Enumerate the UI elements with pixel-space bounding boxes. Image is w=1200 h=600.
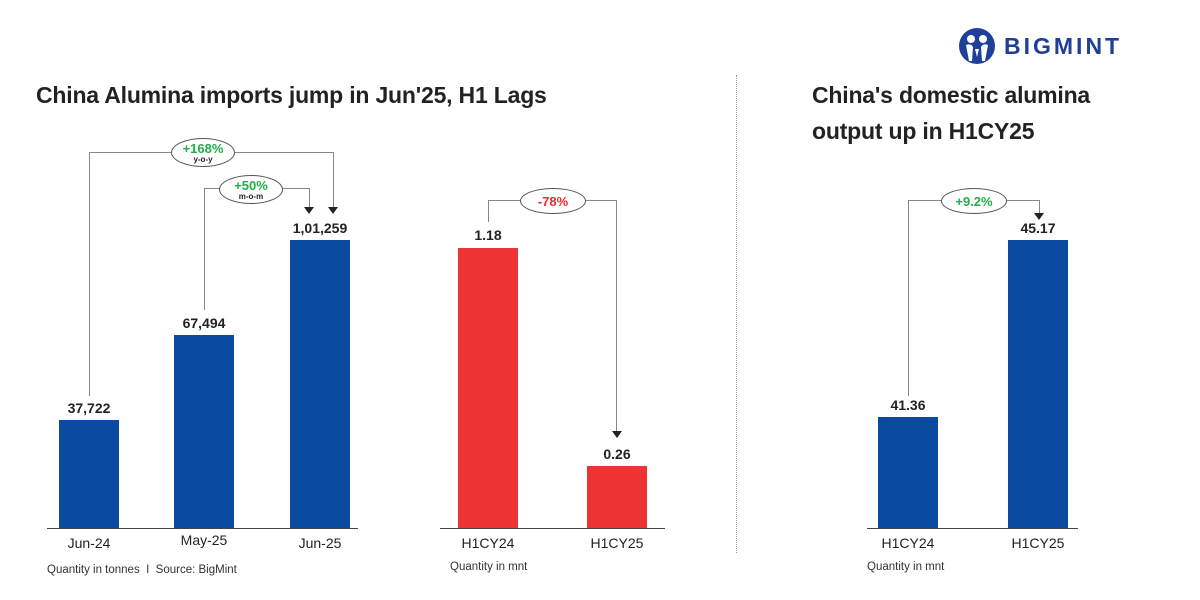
right-chart-title: China's domestic alumina output up in H1… (812, 78, 1090, 148)
bigmint-logo-icon (959, 28, 995, 64)
value-h1cy24-output: 41.36 (890, 397, 926, 413)
mom-connector-stem (204, 206, 205, 310)
half-year-unit-note: Quantity in mnt (450, 561, 528, 573)
bar-jun-24[interactable] (59, 420, 119, 528)
h1-import-change-badge: -78% (520, 188, 586, 214)
value-h1cy25-imports: 0.26 (603, 446, 631, 462)
brand-name: BIGMINT (1004, 32, 1123, 59)
bar-h1cy24-imports[interactable] (458, 248, 518, 528)
panel-divider (736, 75, 737, 553)
x-axis-line (440, 528, 665, 529)
bar-may-25[interactable] (174, 335, 234, 528)
output-unit-note: Quantity in mnt (867, 561, 945, 573)
h1-import-arrow-icon (612, 431, 622, 438)
bar-jun-25[interactable] (290, 240, 350, 528)
yoy-badge: +168% y-o-y (171, 138, 235, 167)
yoy-arrow-icon (328, 207, 338, 214)
label-jun-25: Jun-25 (298, 535, 342, 551)
h1-import-change-pct: -78% (537, 193, 569, 209)
yoy-connector-stem (89, 206, 90, 396)
mom-label: m-o-m (238, 191, 264, 201)
bar-h1cy25-imports[interactable] (587, 466, 647, 528)
left-chart-title: China Alumina imports jump in Jun'25, H1… (36, 82, 547, 108)
mom-arrow-icon (304, 207, 314, 214)
label-jun-24: Jun-24 (67, 535, 111, 551)
output-arrow-icon (1034, 213, 1044, 220)
monthly-unit-source-note: Quantity in tonnes I Source: BigMint (47, 564, 237, 576)
value-may-25: 67,494 (182, 315, 226, 331)
value-jun-24: 37,722 (67, 400, 111, 416)
output-change-pct: +9.2% (955, 193, 993, 209)
brand-logo: BIGMINT (958, 27, 1122, 65)
label-h1cy25-imports: H1CY25 (590, 535, 644, 551)
value-h1cy24-imports: 1.18 (474, 227, 502, 243)
value-h1cy25-output: 45.17 (1020, 220, 1056, 236)
h1-import-connector-left (488, 200, 489, 222)
right-title-line-2: output up in H1CY25 (812, 118, 1035, 144)
yoy-pct: +168% (182, 140, 224, 156)
bar-h1cy25-output[interactable] (1008, 240, 1068, 528)
x-axis-line (47, 528, 358, 529)
label-h1cy24-imports: H1CY24 (461, 535, 515, 551)
bar-h1cy24-output[interactable] (878, 417, 938, 528)
right-title-line-1: China's domestic alumina (812, 82, 1091, 108)
yoy-label: y-o-y (193, 154, 213, 164)
label-h1cy24-output: H1CY24 (881, 535, 935, 551)
label-h1cy25-output: H1CY25 (1011, 535, 1065, 551)
label-may-25: May-25 (180, 532, 228, 548)
value-jun-25: 1,01,259 (292, 220, 348, 236)
output-connector-stem (908, 212, 909, 396)
output-change-badge: +9.2% (941, 188, 1007, 214)
mom-pct: +50% (234, 177, 268, 193)
mom-badge: +50% m-o-m (219, 175, 283, 204)
x-axis-line (867, 528, 1078, 529)
